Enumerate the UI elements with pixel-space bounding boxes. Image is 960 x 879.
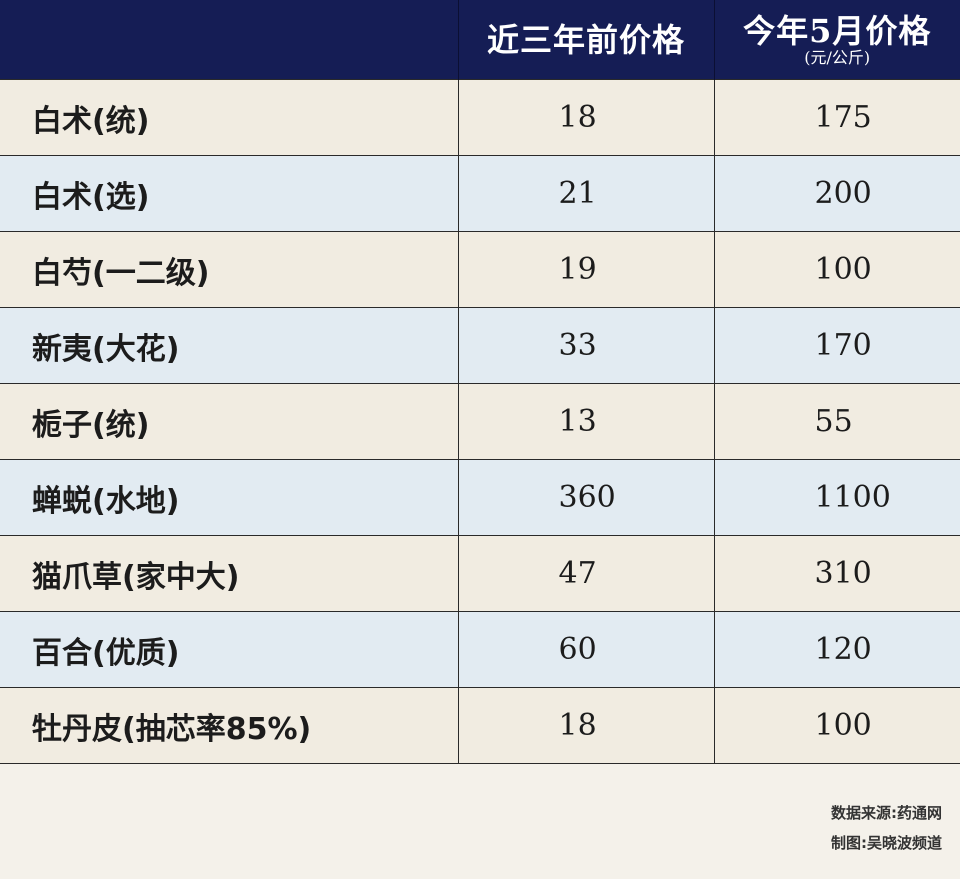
header-new-price: 今年5月价格 (元/公斤) [714,0,960,80]
new-price-cell: 200 [714,155,960,232]
header-row: 近三年前价格 今年5月价格 (元/公斤) [0,0,960,80]
header-new-price-label: 今年5月价格 [743,11,932,50]
new-price-cell: 100 [714,231,960,308]
item-name-cell: 栀子(统) [0,383,459,460]
new-price-cell: 175 [714,79,960,156]
item-name-cell: 牡丹皮(抽芯率85%) [0,687,459,764]
footer-credits: 数据来源:药通网 制图:吴晓波频道 [831,798,942,858]
table-row: 牡丹皮(抽芯率85%) 18 100 [0,687,960,764]
new-price-cell: 120 [714,611,960,688]
new-price-cell: 310 [714,535,960,612]
data-source-text: 数据来源:药通网 [831,804,942,822]
item-name-cell: 新夷(大花) [0,307,459,384]
header-item [0,0,459,80]
header-new-price-unit: (元/公斤) [804,47,871,67]
table-row: 百合(优质) 60 120 [0,611,960,688]
item-name-cell: 白术(统) [0,79,459,156]
table-row: 猫爪草(家中大) 47 310 [0,535,960,612]
item-name-cell: 猫爪草(家中大) [0,535,459,612]
item-name-cell: 百合(优质) [0,611,459,688]
price-table: 近三年前价格 今年5月价格 (元/公斤) 白术(统) 18 175 白术(选) … [0,0,960,764]
new-price-cell: 1100 [714,459,960,536]
new-price-cell: 55 [714,383,960,460]
old-price-cell: 19 [458,231,715,308]
header-old-price-label: 近三年前价格 [486,20,685,59]
item-name-cell: 白术(选) [0,155,459,232]
old-price-cell: 33 [458,307,715,384]
old-price-cell: 60 [458,611,715,688]
new-price-cell: 100 [714,687,960,764]
table-row: 白术(选) 21 200 [0,155,960,232]
item-name-cell: 白芍(一二级) [0,231,459,308]
table-row: 新夷(大花) 33 170 [0,307,960,384]
old-price-cell: 18 [458,79,715,156]
item-name-cell: 蝉蜕(水地) [0,459,459,536]
old-price-cell: 18 [458,687,715,764]
chart-credit-text: 制图:吴晓波频道 [831,834,942,852]
old-price-cell: 13 [458,383,715,460]
table-row: 白芍(一二级) 19 100 [0,231,960,308]
table-row: 蝉蜕(水地) 360 1100 [0,459,960,536]
header-old-price: 近三年前价格 [458,0,715,80]
new-price-cell: 170 [714,307,960,384]
old-price-cell: 47 [458,535,715,612]
table-row: 栀子(统) 13 55 [0,383,960,460]
old-price-cell: 360 [458,459,715,536]
old-price-cell: 21 [458,155,715,232]
table-row: 白术(统) 18 175 [0,79,960,156]
